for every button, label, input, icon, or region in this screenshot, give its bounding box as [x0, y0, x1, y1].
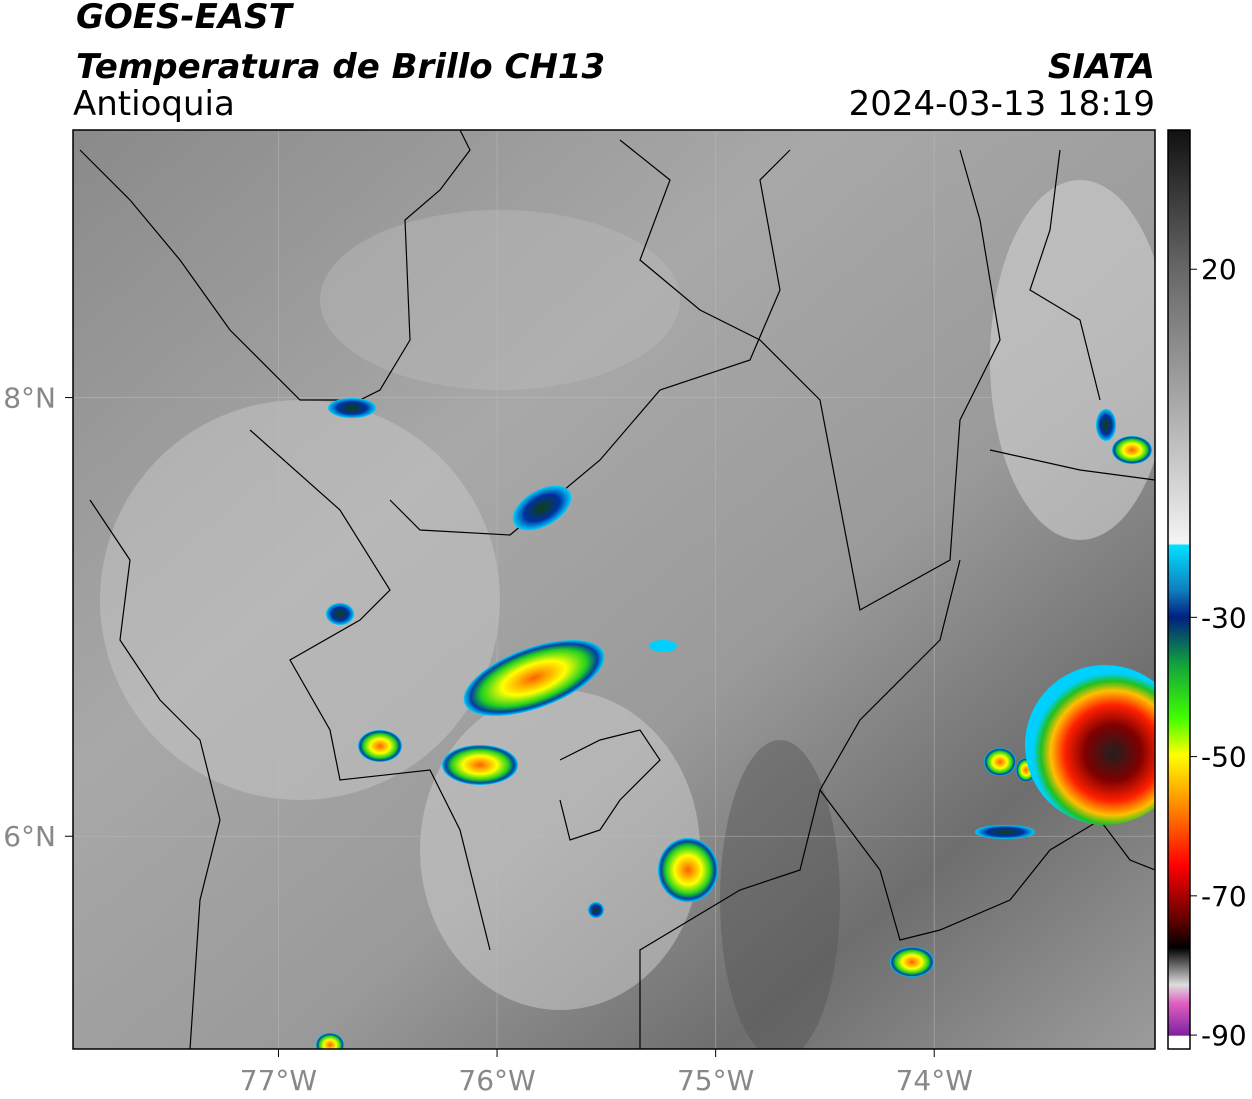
- storm-cell: [1112, 436, 1152, 464]
- border: [989, 449, 1155, 481]
- cloud: [990, 180, 1155, 540]
- source: SIATA: [1048, 47, 1155, 87]
- border: [249, 429, 491, 951]
- storm-cell: [890, 947, 934, 977]
- storm-cell: [588, 902, 604, 918]
- colorbar-tick-label: -70: [1201, 880, 1247, 913]
- storm-cell: [975, 825, 1035, 839]
- subtitle: Temperatura de Brillo CH13: [76, 47, 605, 87]
- border: [89, 499, 221, 1049]
- region: Antioquia: [73, 84, 235, 124]
- x-tick-label: 75°W: [677, 1064, 754, 1097]
- cloud: [420, 690, 700, 1010]
- borders: [79, 130, 1155, 1049]
- border: [559, 729, 661, 841]
- x-tick-label: 76°W: [458, 1064, 535, 1097]
- colorbar: [1167, 129, 1191, 1050]
- title: GOES-EAST: [76, 0, 295, 37]
- storm-cell: [326, 603, 354, 625]
- storm-cell: [1096, 409, 1116, 441]
- storm-cell: [649, 640, 677, 652]
- colorbar-tick-label: 20: [1201, 253, 1237, 286]
- storm-cell: [512, 485, 572, 531]
- storm-cell: [658, 838, 718, 902]
- map-frame: [72, 129, 1156, 1050]
- storm-cell: [316, 1033, 344, 1049]
- border: [389, 149, 791, 536]
- colorbar-tick-label: -30: [1201, 601, 1247, 634]
- storm-cell: [328, 398, 376, 418]
- storm-cell: [984, 748, 1016, 776]
- x-tick-label: 77°W: [240, 1064, 317, 1097]
- y-tick-label: 6°N: [3, 820, 56, 853]
- cloud: [320, 210, 680, 390]
- border: [619, 139, 1001, 611]
- timestamp: 2024-03-13 18:19: [849, 84, 1155, 124]
- border: [639, 559, 961, 1049]
- storm-cell: [1025, 665, 1155, 825]
- cloud: [100, 400, 500, 800]
- map-area: [73, 130, 1155, 1049]
- border: [79, 130, 471, 401]
- colorbar-tick-label: -90: [1201, 1019, 1247, 1052]
- storm-cell: [442, 745, 518, 785]
- storm-cell: [358, 730, 402, 762]
- border: [819, 789, 1155, 941]
- x-tick-label: 74°W: [896, 1064, 973, 1097]
- border: [1029, 149, 1101, 401]
- colorbar-tick-label: -50: [1201, 741, 1247, 774]
- storm-cell: [463, 640, 605, 716]
- y-tick-label: 8°N: [3, 382, 56, 415]
- cloud: [720, 740, 840, 1049]
